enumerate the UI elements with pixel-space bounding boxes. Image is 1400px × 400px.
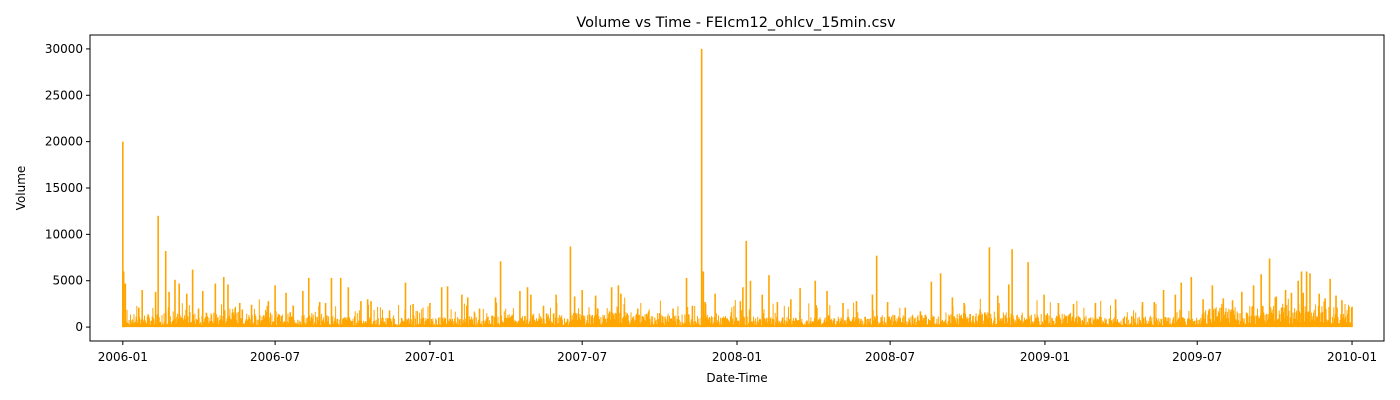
y-tick-label: 0	[75, 320, 83, 334]
y-tick-label: 20000	[45, 135, 83, 149]
axes-frame	[89, 34, 1385, 342]
y-axis-label: Volume	[14, 166, 28, 211]
plot-area	[122, 48, 1353, 328]
x-tick-label: 2006-01	[98, 350, 148, 364]
x-tick-label: 2009-07	[1172, 350, 1222, 364]
y-tick-label: 30000	[45, 42, 83, 56]
x-tick-label: 2009-01	[1020, 350, 1070, 364]
x-axis: 2006-01 2006-07 2007-01 2007-07 2008-01 2008-…	[98, 341, 1377, 364]
y-axis: 0 5000 10000 15000 20000 25000 30000	[45, 42, 90, 334]
chart-title: Volume vs Time - FEIcm12_ohlcv_15min.csv	[576, 15, 896, 31]
x-tick-label: 2008-01	[712, 350, 762, 364]
x-tick-label: 2007-07	[557, 350, 607, 364]
volume-baseline-noise	[122, 296, 1353, 328]
x-tick-label: 2007-01	[405, 350, 455, 364]
y-tick-label: 15000	[45, 181, 83, 195]
y-tick-label: 25000	[45, 88, 83, 102]
x-axis-label: Date-Time	[706, 371, 767, 385]
y-tick-label: 10000	[45, 227, 83, 241]
x-tick-label: 2006-07	[250, 350, 300, 364]
x-tick-label: 2010-01	[1327, 350, 1377, 364]
y-tick-label: 5000	[52, 274, 83, 288]
x-tick-label: 2008-07	[865, 350, 915, 364]
